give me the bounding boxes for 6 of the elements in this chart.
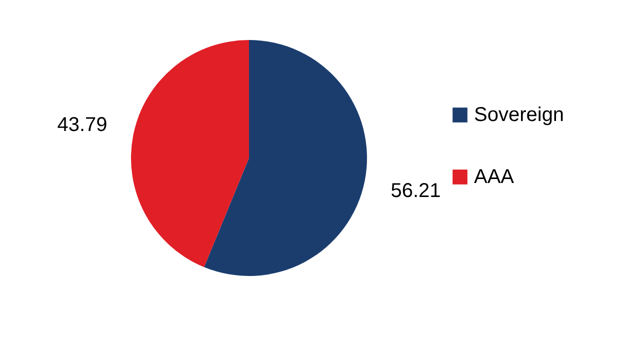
legend-label: Sovereign [474,104,564,126]
pie-slice [131,40,249,268]
legend-label: AAA [474,166,515,188]
data-label: 56.21 [390,180,441,202]
data-label: 43.79 [57,114,108,136]
pie-slice [204,40,367,276]
